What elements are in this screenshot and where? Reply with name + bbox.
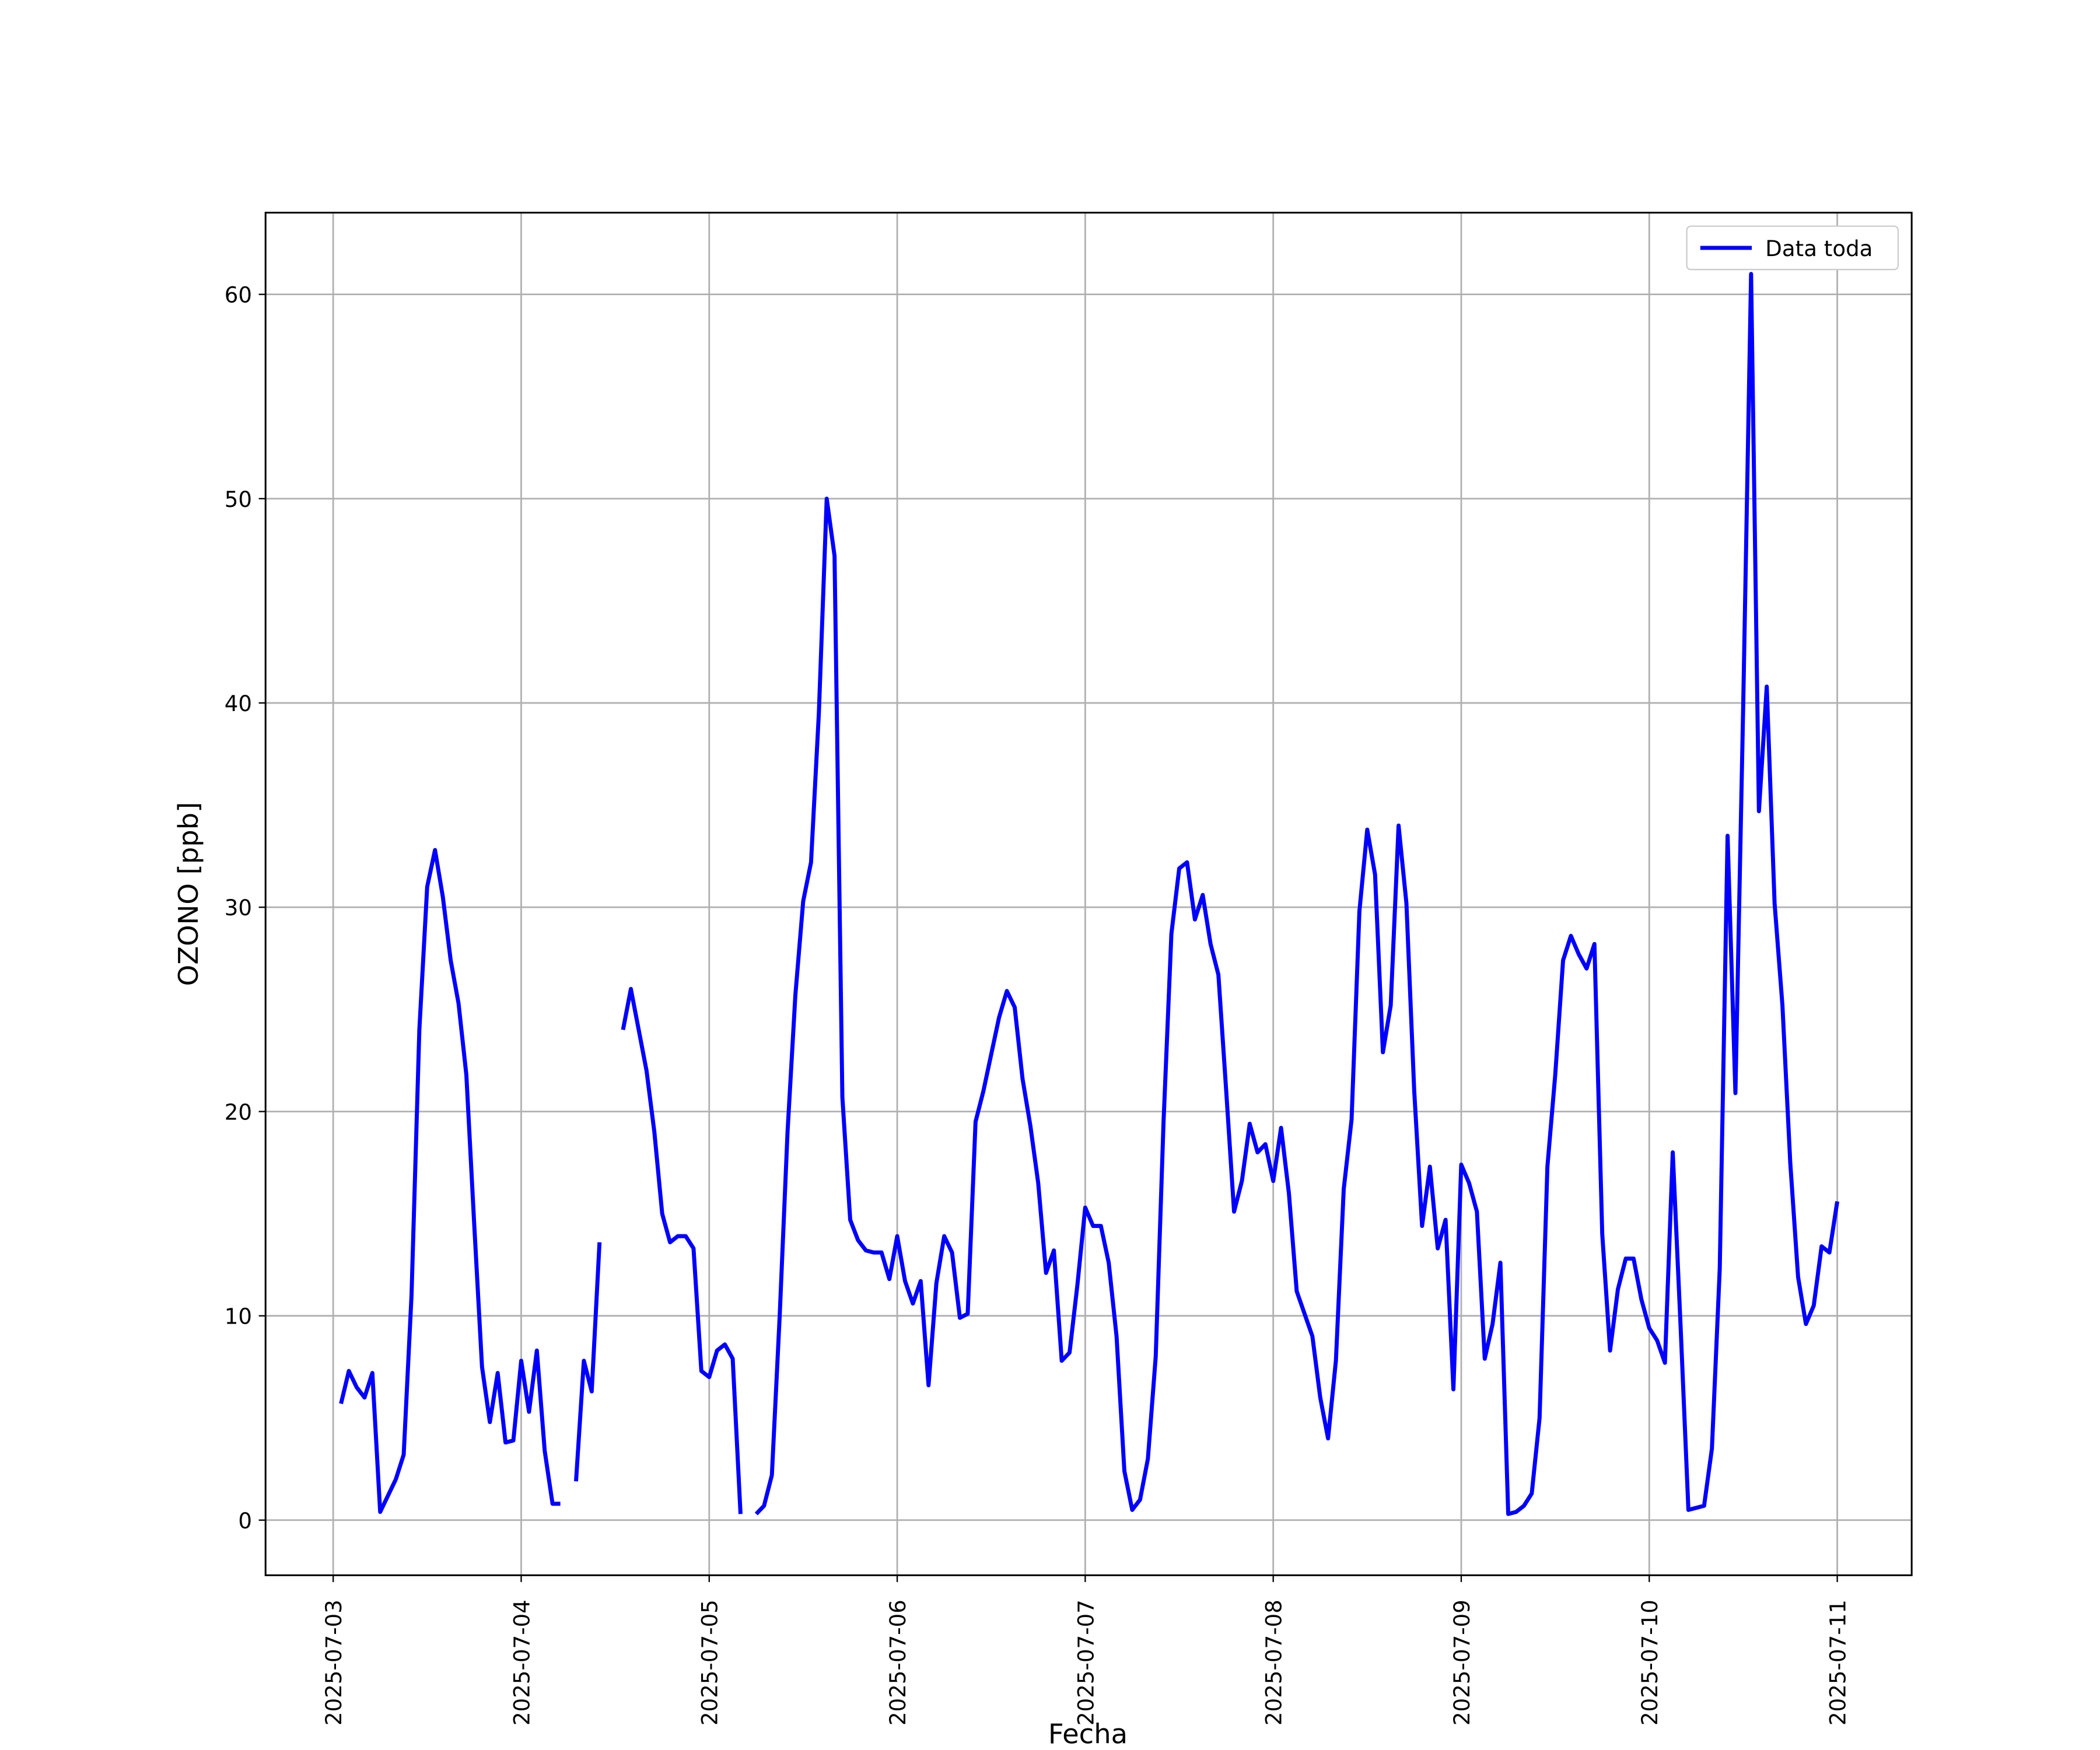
x-tick-label: 2025-07-06 xyxy=(886,1600,911,1726)
data-line xyxy=(339,272,1840,1516)
x-tick-label: 2025-07-10 xyxy=(1637,1600,1662,1726)
y-tick-label: 60 xyxy=(225,283,252,308)
y-tick-label: 0 xyxy=(238,1508,252,1534)
x-axis-label: Fecha xyxy=(1048,1718,1128,1749)
x-tick-label: 2025-07-03 xyxy=(321,1600,346,1726)
plot-frame xyxy=(264,212,1913,1576)
y-tick-label: 10 xyxy=(225,1304,252,1329)
y-tick-label: 50 xyxy=(225,487,252,512)
y-tick-label: 30 xyxy=(225,895,252,921)
y-tick-label: 40 xyxy=(225,691,252,716)
x-tick-label: 2025-07-11 xyxy=(1826,1600,1851,1726)
x-tick-label: 2025-07-05 xyxy=(698,1600,723,1726)
x-tick-label: 2025-07-09 xyxy=(1450,1600,1475,1726)
y-axis-label: OZONO [ppb] xyxy=(173,802,204,986)
legend-box xyxy=(1686,225,1899,271)
x-tick-label: 2025-07-04 xyxy=(509,1600,534,1726)
legend-label: Data toda xyxy=(1765,236,1873,261)
x-tick-label: 2025-07-07 xyxy=(1073,1600,1098,1726)
y-tick-label: 20 xyxy=(225,1100,252,1125)
x-tick-label: 2025-07-08 xyxy=(1262,1600,1287,1726)
